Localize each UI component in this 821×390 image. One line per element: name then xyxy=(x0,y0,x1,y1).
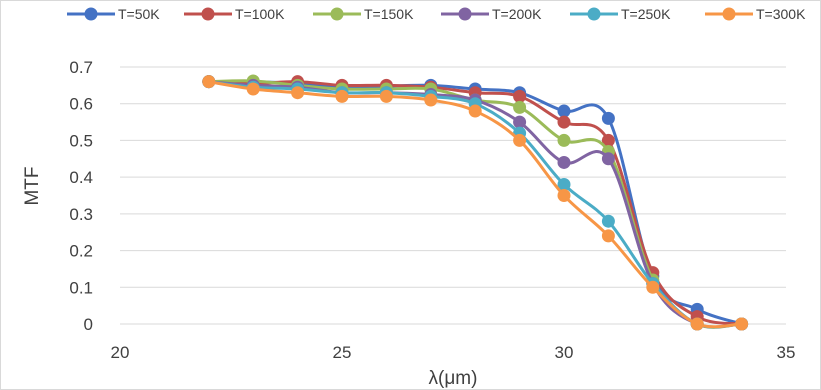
data-point-t-100k xyxy=(601,133,615,147)
legend-label: T=100K xyxy=(235,6,285,22)
y-axis-tick-labels: 0 0.1 0.2 0.3 0.4 0.5 0.6 0.7 xyxy=(69,58,93,334)
data-point-t-250k xyxy=(557,177,571,191)
data-point-t-300k xyxy=(291,86,305,100)
legend-item-t-300k: T=300K xyxy=(705,6,806,22)
y-tick-label: 0.5 xyxy=(69,131,93,150)
x-tick-label: 30 xyxy=(555,343,574,362)
data-point-t-200k xyxy=(601,152,615,166)
series-t-300k xyxy=(202,75,749,331)
legend-marker xyxy=(587,7,601,21)
y-tick-label: 0.7 xyxy=(69,58,93,77)
y-tick-label: 0.4 xyxy=(69,168,93,187)
data-point-t-300k xyxy=(735,317,749,331)
legend-marker xyxy=(722,7,736,21)
y-tick-label: 0.6 xyxy=(69,95,93,114)
x-tick-label: 35 xyxy=(777,343,796,362)
x-tick-label: 20 xyxy=(111,343,130,362)
x-axis-title: λ(μm) xyxy=(429,368,478,389)
legend-label: T=50K xyxy=(118,6,160,22)
legend-label: T=300K xyxy=(756,6,806,22)
data-point-t-150k xyxy=(557,133,571,147)
legend-label: T=250K xyxy=(621,6,671,22)
y-tick-label: 0 xyxy=(84,315,93,334)
legend-marker xyxy=(84,7,98,21)
data-point-t-300k xyxy=(379,89,393,103)
data-point-t-300k xyxy=(601,229,615,243)
data-point-t-300k xyxy=(690,317,704,331)
legend-item-t-100k: T=100K xyxy=(184,6,285,22)
data-point-t-300k xyxy=(557,189,571,202)
data-point-t-100k xyxy=(557,115,571,129)
data-point-t-300k xyxy=(513,133,527,147)
legend-marker xyxy=(201,7,215,21)
x-axis-tick-labels: 20 25 30 35 xyxy=(111,343,796,362)
y-tick-label: 0.1 xyxy=(69,278,93,297)
y-tick-label: 0.3 xyxy=(69,205,93,224)
data-point-t-300k xyxy=(335,89,349,103)
legend-item-t-250k: T=250K xyxy=(570,6,671,22)
legend-label: T=150K xyxy=(364,6,414,22)
data-point-t-50k xyxy=(557,104,571,118)
x-tick-label: 25 xyxy=(333,343,352,362)
data-point-t-50k xyxy=(601,111,615,125)
data-point-t-300k xyxy=(202,75,216,89)
data-point-t-100k xyxy=(513,89,527,103)
data-point-t-300k xyxy=(468,104,482,118)
data-point-t-300k xyxy=(646,280,660,294)
data-point-t-250k xyxy=(601,214,615,228)
legend-label: T=200K xyxy=(492,6,542,22)
y-tick-label: 0.2 xyxy=(69,242,93,261)
data-point-t-200k xyxy=(513,115,527,129)
data-point-t-300k xyxy=(246,82,260,96)
data-point-t-300k xyxy=(424,93,438,107)
legend: T=50K T=100K T=150K T=200K T=250K T=300K xyxy=(67,6,806,22)
legend-item-t-50k: T=50K xyxy=(67,6,160,22)
series-layer xyxy=(202,74,749,331)
data-point-t-150k xyxy=(513,100,527,114)
legend-item-t-150k: T=150K xyxy=(313,6,414,22)
data-point-t-200k xyxy=(557,155,571,169)
y-axis-title: MTF xyxy=(22,166,43,205)
legend-item-t-200k: T=200K xyxy=(441,6,542,22)
legend-marker xyxy=(330,7,344,21)
legend-marker xyxy=(458,7,472,21)
gridlines xyxy=(120,66,786,325)
